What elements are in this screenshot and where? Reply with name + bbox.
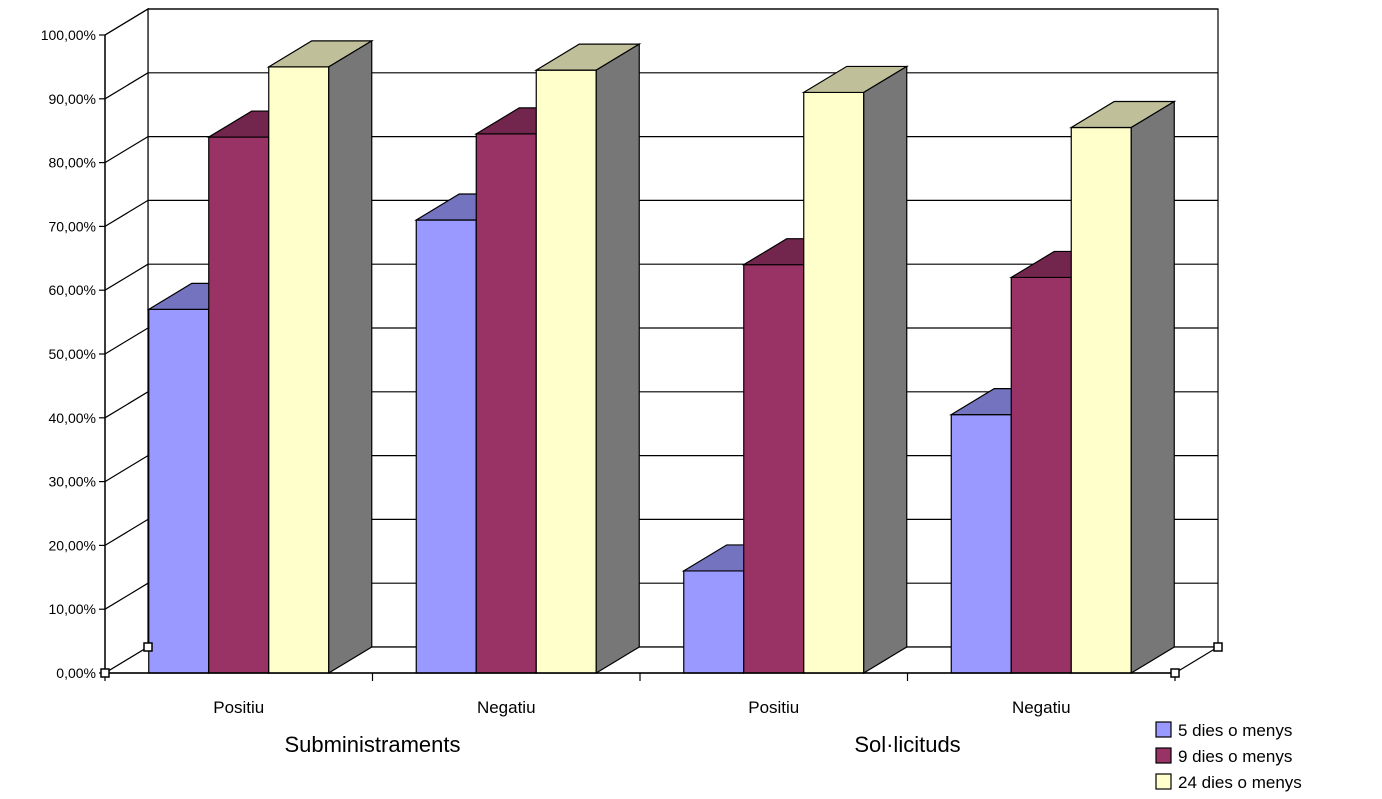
x-tick-label: Positiu [213,698,264,717]
legend-item: 9 dies o menys [1155,747,1292,766]
gridline-side [104,199,149,227]
bar-front [1070,126,1132,674]
selection-handle [100,668,110,678]
legend-swatch [1155,773,1172,790]
selection-handle [143,642,153,652]
selection-handle [1170,668,1180,678]
gridline-side [104,455,149,483]
legend-label: 9 dies o menys [1178,747,1292,766]
y-tick-label: 60,00% [49,282,96,298]
y-tick-label: 0,00% [56,665,96,681]
bar-front [950,414,1012,674]
y-tick-label: 30,00% [49,474,96,490]
bar-side [595,43,640,675]
bars-layer [146,39,1177,675]
y-tick-label: 80,00% [49,155,96,171]
gridline-side [104,8,149,36]
legend-label: 24 dies o menys [1178,773,1302,792]
chart-back-layer [102,7,1221,675]
legend-item: 24 dies o menys [1155,773,1302,792]
legend-item: 5 dies o menys [1155,721,1292,740]
bar-front [268,66,330,674]
bar-front [743,264,805,674]
bar-3-1 [266,39,374,675]
bar-front [148,308,210,674]
gridline-side [104,518,149,546]
bar-front [208,136,270,674]
y-tick-label: 20,00% [49,537,96,553]
chart-axis-layer [99,34,1223,681]
legend-swatch [1155,721,1172,738]
gridline-side [104,72,149,100]
y-axis-tick-labels: 0,00% 10,00% 20,00% 30,00% 40,00% 50,00% 60,00… [41,27,96,681]
x-axis-tick-labels: Positiu Negatiu Positiu Negatiu [213,698,1070,717]
selection-handle [1213,642,1223,652]
legend-swatch [1155,747,1172,764]
x-tick-label: Negatiu [1012,698,1071,717]
bar-3-2 [534,43,642,675]
gridline-side [104,136,149,164]
bar-front [1010,276,1072,674]
x-tick-label: Positiu [748,698,799,717]
gridline-side [104,582,149,610]
bar-3-3 [801,65,909,675]
bar-side [328,39,373,675]
legend: 5 dies o menys 9 dies o menys 24 dies o me… [1155,721,1302,792]
y-tick-label: 50,00% [49,346,96,362]
gridline-side [104,263,149,291]
y-tick-label: 100,00% [41,27,96,43]
y-tick-label: 90,00% [49,91,96,107]
bar-3-4 [1069,100,1177,675]
gridline-side [104,391,149,419]
bar-front [415,219,477,674]
x-tick-label: Negatiu [477,698,536,717]
legend-label: 5 dies o menys [1178,721,1292,740]
y-tick-label: 40,00% [49,410,96,426]
bar-front [475,133,537,674]
bar-front [683,570,745,674]
bar-front [803,91,865,674]
x-group-label: Sol·licituds [854,732,960,757]
bar-side [863,65,908,675]
y-tick-label: 70,00% [49,218,96,234]
gridline-side [104,327,149,355]
bar-side [1130,100,1175,675]
y-tick-label: 10,00% [49,601,96,617]
x-group-label: Subministraments [284,732,460,757]
bar-front [535,69,597,674]
x-axis-group-labels: Subministraments Sol·licituds [284,732,960,757]
